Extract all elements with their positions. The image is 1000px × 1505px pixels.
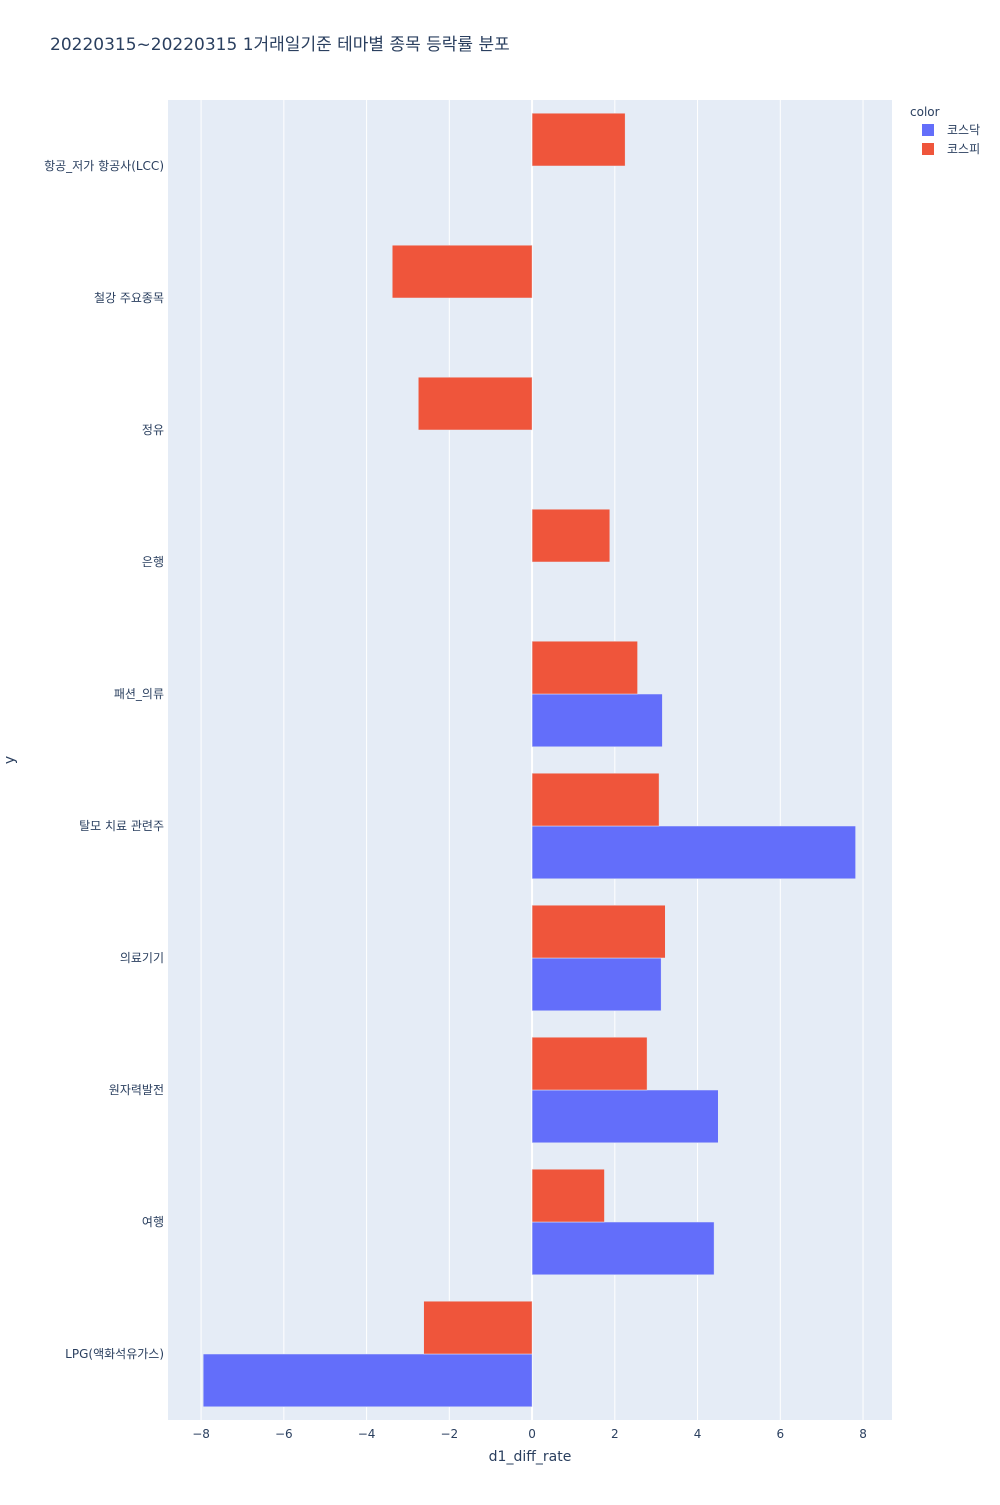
bar-kosdaq[interactable] [531,693,663,748]
gridlines [200,100,864,1420]
x-tick-label: 0 [528,1427,536,1441]
chart-title: 20220315~20220315 1거래일기준 테마별 종목 등락률 분포 [50,35,510,55]
y-tick-label: 여행 [142,1214,164,1229]
bar-kosdaq[interactable] [202,1353,533,1408]
legend-label[interactable]: 코스닥 [947,123,980,137]
y-tick-label: LPG(액화석유가스) [65,1347,164,1361]
plot-area [168,100,892,1420]
bar-kospi[interactable] [531,1168,605,1223]
bar-kospi[interactable] [531,904,666,959]
y-tick-label: 원자력발전 [109,1083,164,1097]
legend-swatch[interactable] [922,124,934,136]
y-tick-label: 탈모 치료 관련주 [79,819,164,833]
bar-kospi[interactable] [391,244,533,299]
bar-kospi[interactable] [531,508,611,563]
y-tick-label: 항공_저가 항공사(LCC) [44,159,164,173]
x-tick-label: −2 [440,1427,458,1441]
x-tick-label: 8 [859,1427,867,1441]
bar-kospi[interactable] [531,640,638,695]
x-tick-label: 6 [776,1427,784,1441]
x-tick-label: 2 [611,1427,619,1441]
x-tick-label: 4 [694,1427,702,1441]
x-tick-label: −8 [192,1427,210,1441]
bar-kosdaq[interactable] [531,957,662,1012]
bar-kospi[interactable] [531,772,660,827]
legend-swatch[interactable] [922,143,934,155]
y-tick-label: 정유 [142,423,164,437]
y-tick-label: 은행 [142,554,164,569]
x-axis-ticks: −8 −6 −4 −2 0 2 4 6 8 [192,1427,867,1441]
bar-kosdaq[interactable] [531,1221,715,1276]
bar-kospi[interactable] [418,376,533,431]
y-tick-label: 패션_의류 [114,687,164,701]
bar-kospi[interactable] [531,1036,648,1091]
legend-label[interactable]: 코스피 [947,142,980,156]
y-axis-title: y [2,756,18,764]
y-tick-label: 철강 주요종목 [94,291,164,305]
x-axis-title: d1_diff_rate [489,1449,572,1465]
bar-kosdaq[interactable] [531,1089,719,1144]
bar-kospi[interactable] [423,1300,533,1355]
x-tick-label: −4 [358,1427,376,1441]
bar-kospi[interactable] [531,112,626,167]
x-tick-label: −6 [275,1427,293,1441]
bar-kosdaq[interactable] [531,825,856,880]
y-tick-label: 의료기기 [120,951,164,965]
bars [202,112,856,1408]
legend-title: color [910,105,940,119]
